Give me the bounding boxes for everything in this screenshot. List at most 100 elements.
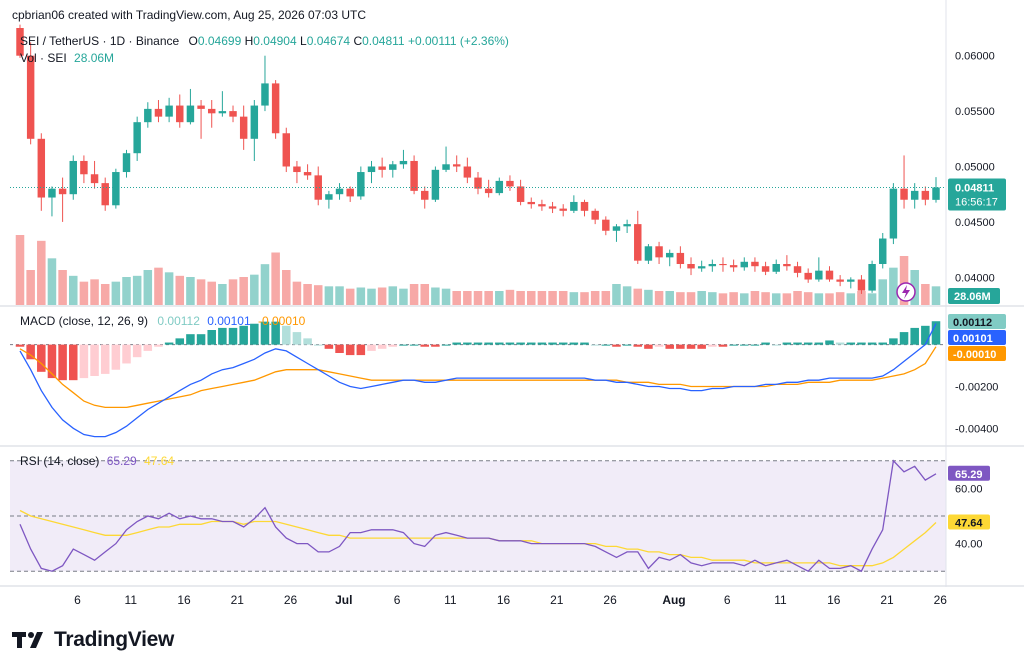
candle[interactable] bbox=[197, 100, 205, 139]
candle[interactable] bbox=[271, 80, 280, 139]
candle[interactable] bbox=[676, 246, 685, 269]
candle[interactable] bbox=[378, 157, 386, 178]
candle[interactable] bbox=[506, 175, 514, 191]
candle[interactable] bbox=[346, 186, 354, 202]
candle[interactable] bbox=[144, 102, 152, 128]
candle[interactable] bbox=[665, 249, 674, 267]
candle[interactable] bbox=[367, 160, 376, 184]
candle[interactable] bbox=[442, 146, 450, 173]
candle[interactable] bbox=[229, 105, 237, 123]
candle[interactable] bbox=[836, 275, 844, 287]
candle[interactable] bbox=[910, 183, 919, 209]
candle[interactable] bbox=[112, 168, 120, 209]
candle[interactable] bbox=[868, 260, 876, 293]
candle[interactable] bbox=[708, 259, 717, 272]
candle[interactable] bbox=[303, 164, 312, 180]
candle[interactable] bbox=[825, 266, 834, 282]
candle[interactable] bbox=[921, 186, 930, 206]
candle[interactable] bbox=[623, 219, 631, 233]
candle[interactable] bbox=[122, 149, 131, 178]
candle[interactable] bbox=[26, 42, 35, 145]
candle[interactable] bbox=[37, 133, 46, 211]
candle[interactable] bbox=[239, 105, 248, 150]
candle[interactable] bbox=[900, 155, 908, 209]
candle[interactable] bbox=[389, 160, 397, 178]
candle[interactable] bbox=[421, 186, 429, 209]
candle[interactable] bbox=[516, 179, 525, 206]
candle[interactable] bbox=[133, 116, 141, 161]
candle[interactable] bbox=[570, 195, 578, 214]
tradingview-logo[interactable]: TradingView bbox=[12, 628, 174, 652]
macd-legend[interactable]: MACD (close, 12, 26, 9) 0.00112 0.00101 … bbox=[20, 314, 305, 328]
candle[interactable] bbox=[261, 55, 269, 112]
candle[interactable] bbox=[165, 97, 173, 123]
candle[interactable] bbox=[538, 199, 546, 211]
rsi-line[interactable] bbox=[19, 459, 937, 573]
candle[interactable] bbox=[357, 166, 365, 200]
candle[interactable] bbox=[559, 204, 567, 217]
candle[interactable] bbox=[154, 100, 163, 123]
candle[interactable] bbox=[80, 155, 88, 184]
candle[interactable] bbox=[410, 155, 418, 195]
candle[interactable] bbox=[740, 257, 749, 271]
candle[interactable] bbox=[602, 216, 610, 236]
candle[interactable] bbox=[804, 268, 812, 283]
candle[interactable] bbox=[548, 201, 557, 214]
candle[interactable] bbox=[69, 155, 77, 200]
candle[interactable] bbox=[101, 177, 109, 211]
candle[interactable] bbox=[612, 224, 621, 242]
macd-pane[interactable] bbox=[10, 321, 946, 438]
rsi-legend[interactable]: RSI (14, close) 65.29 47.64 bbox=[20, 454, 174, 468]
macd-line[interactable] bbox=[19, 323, 937, 438]
candle[interactable] bbox=[719, 257, 727, 272]
price-candles[interactable] bbox=[16, 24, 940, 294]
candle[interactable] bbox=[58, 177, 67, 222]
candle[interactable] bbox=[527, 197, 535, 209]
candle[interactable] bbox=[431, 166, 440, 202]
candle[interactable] bbox=[729, 259, 738, 272]
candle[interactable] bbox=[293, 160, 301, 184]
flash-icon[interactable] bbox=[896, 282, 916, 302]
candle[interactable] bbox=[218, 91, 227, 117]
candle[interactable] bbox=[463, 157, 472, 184]
candle[interactable] bbox=[314, 166, 322, 206]
candle[interactable] bbox=[90, 160, 99, 189]
candle[interactable] bbox=[932, 177, 940, 203]
candle[interactable] bbox=[16, 24, 24, 58]
candle[interactable] bbox=[815, 257, 823, 282]
candle[interactable] bbox=[889, 183, 898, 245]
candle[interactable] bbox=[761, 261, 770, 276]
candle[interactable] bbox=[325, 190, 333, 209]
candle[interactable] bbox=[697, 260, 706, 272]
candle[interactable] bbox=[634, 210, 642, 265]
candle[interactable] bbox=[879, 232, 887, 269]
candle[interactable] bbox=[335, 183, 344, 200]
macd-signal-line[interactable] bbox=[19, 346, 937, 409]
candle[interactable] bbox=[783, 255, 791, 271]
rsi-pane[interactable] bbox=[19, 459, 937, 573]
candle[interactable] bbox=[655, 241, 663, 265]
candle[interactable] bbox=[687, 257, 695, 276]
candle[interactable] bbox=[591, 208, 599, 225]
candle[interactable] bbox=[399, 149, 408, 169]
candle[interactable] bbox=[644, 244, 653, 265]
candle[interactable] bbox=[751, 257, 759, 272]
candle[interactable] bbox=[282, 127, 291, 173]
candle[interactable] bbox=[250, 100, 259, 161]
volume-bar bbox=[324, 286, 334, 305]
candle[interactable] bbox=[474, 172, 482, 195]
candle[interactable] bbox=[48, 186, 56, 217]
symbol-legend[interactable]: SEI / TetherUS · 1D · Binance O0.04699 H… bbox=[20, 34, 509, 48]
candle[interactable] bbox=[452, 155, 461, 173]
candle[interactable] bbox=[847, 277, 855, 289]
candle[interactable] bbox=[207, 100, 216, 128]
candle[interactable] bbox=[484, 179, 493, 198]
candle[interactable] bbox=[580, 199, 589, 217]
volume-legend[interactable]: Vol · SEI 28.06M bbox=[20, 51, 114, 65]
candle[interactable] bbox=[772, 259, 780, 274]
candle[interactable] bbox=[176, 94, 184, 128]
candle[interactable] bbox=[793, 261, 802, 278]
candle[interactable] bbox=[186, 88, 195, 125]
candle[interactable] bbox=[857, 275, 866, 294]
